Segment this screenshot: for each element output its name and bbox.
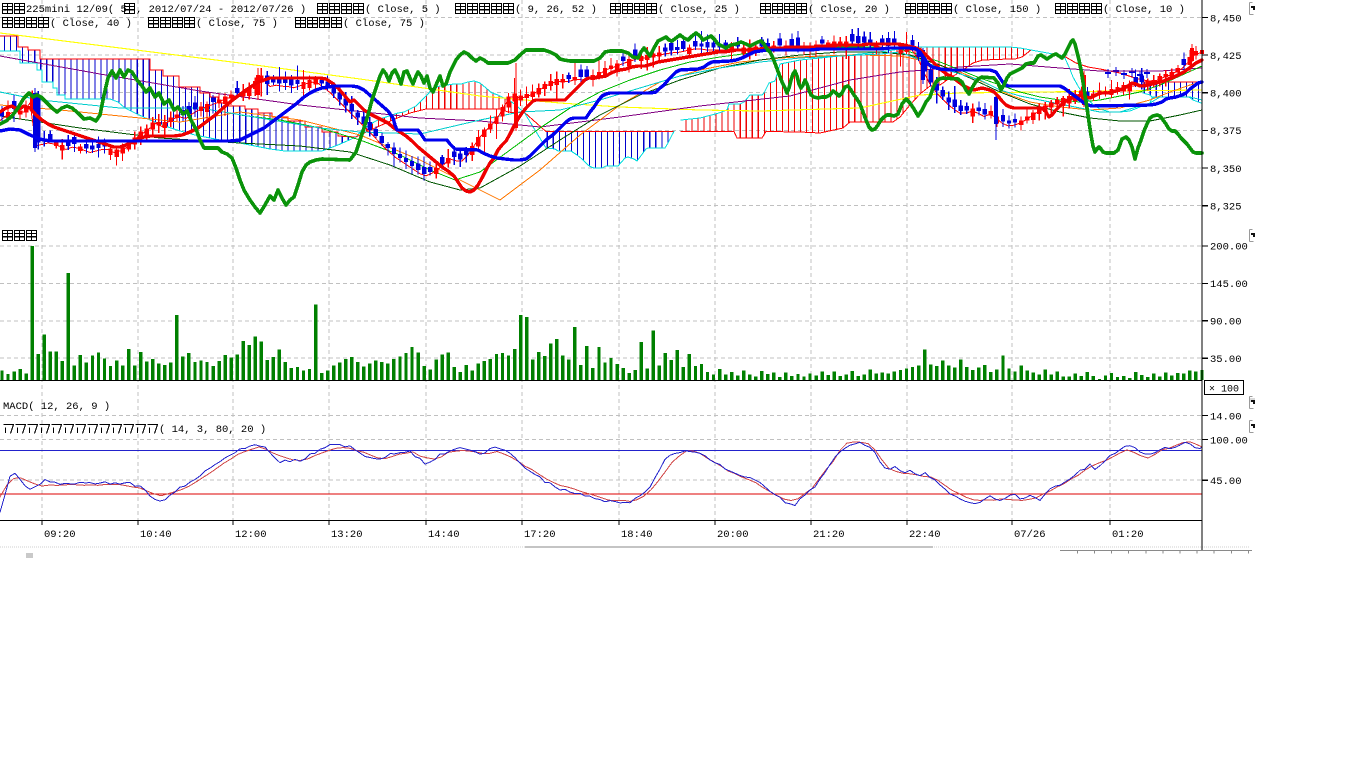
svg-text:, 2012/07/24 - 2012/07/26 ): , 2012/07/24 - 2012/07/26 ) — [136, 4, 306, 16]
svg-text:21:20: 21:20 — [813, 529, 845, 541]
svg-text:8,425: 8,425 — [1210, 51, 1242, 63]
svg-text:10:40: 10:40 — [140, 529, 172, 541]
svg-text:( Close, 25 ): ( Close, 25 ) — [658, 4, 740, 16]
svg-text:( Close, 75 ): ( Close, 75 ) — [343, 18, 425, 30]
svg-text:( Close, 20 ): ( Close, 20 ) — [808, 4, 890, 16]
svg-text:22:40: 22:40 — [909, 529, 941, 541]
svg-text:12:00: 12:00 — [235, 529, 267, 541]
svg-text:20:00: 20:00 — [717, 529, 749, 541]
svg-text:× 100: × 100 — [1209, 385, 1239, 396]
svg-text:17:20: 17:20 — [524, 529, 556, 541]
svg-text:8,450: 8,450 — [1210, 13, 1242, 25]
svg-text:35.00: 35.00 — [1210, 354, 1242, 366]
svg-text:90.00: 90.00 — [1210, 317, 1242, 329]
svg-text:225mini 12/09( 5: 225mini 12/09( 5 — [26, 4, 127, 16]
svg-text:145.00: 145.00 — [1210, 279, 1248, 291]
svg-text:MACD( 12, 26, 9 ): MACD( 12, 26, 9 ) — [3, 401, 110, 413]
svg-text:( 14, 3, 80, 20 ): ( 14, 3, 80, 20 ) — [159, 424, 266, 436]
svg-text:200.00: 200.00 — [1210, 242, 1248, 254]
svg-text:( Close, 150 ): ( Close, 150 ) — [953, 4, 1041, 16]
svg-text:100.00: 100.00 — [1210, 435, 1248, 447]
svg-text:14.00: 14.00 — [1210, 411, 1242, 423]
svg-text:( Close, 40 ): ( Close, 40 ) — [50, 18, 132, 30]
svg-text:8,375: 8,375 — [1210, 126, 1242, 138]
svg-text:07/26: 07/26 — [1014, 529, 1046, 541]
svg-text:18:40: 18:40 — [621, 529, 653, 541]
svg-text:01:20: 01:20 — [1112, 529, 1144, 541]
svg-text:45.00: 45.00 — [1210, 476, 1242, 488]
svg-text:( Close, 5 ): ( Close, 5 ) — [365, 4, 441, 16]
svg-text:09:20: 09:20 — [44, 529, 76, 541]
svg-text:14:40: 14:40 — [428, 529, 460, 541]
svg-text:8,325: 8,325 — [1210, 202, 1242, 214]
svg-text:( Close, 75 ): ( Close, 75 ) — [196, 18, 278, 30]
svg-text:8,350: 8,350 — [1210, 164, 1242, 176]
svg-text:( Close, 10 ): ( Close, 10 ) — [1103, 4, 1185, 16]
svg-text:8,400: 8,400 — [1210, 89, 1242, 101]
svg-text:13:20: 13:20 — [331, 529, 363, 541]
svg-text:( 9, 26, 52 ): ( 9, 26, 52 ) — [515, 4, 597, 16]
